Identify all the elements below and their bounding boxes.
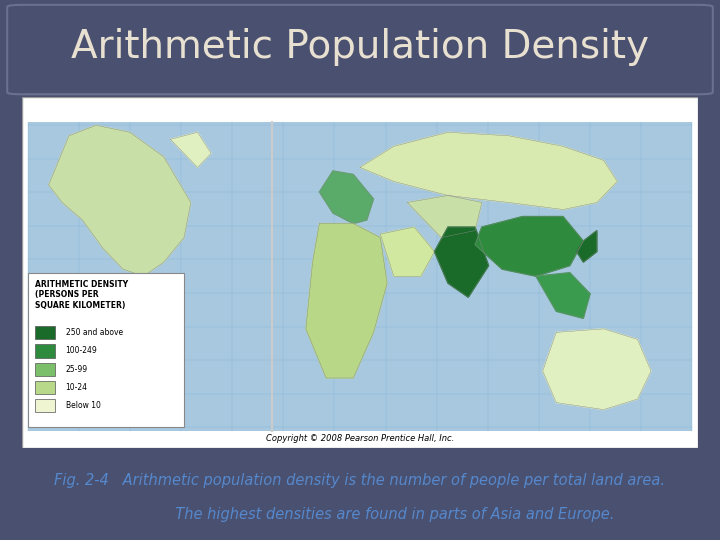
Polygon shape — [380, 227, 434, 276]
Polygon shape — [49, 125, 191, 276]
Polygon shape — [306, 224, 387, 378]
Text: Arithmetic Population Density: Arithmetic Population Density — [71, 28, 649, 66]
Polygon shape — [171, 132, 211, 167]
Polygon shape — [408, 195, 482, 238]
Polygon shape — [475, 217, 583, 276]
Text: 100-249: 100-249 — [66, 347, 97, 355]
Text: 10-24: 10-24 — [66, 383, 88, 392]
Polygon shape — [577, 231, 597, 262]
Bar — [35, 362, 55, 376]
Bar — [28, 122, 692, 431]
Text: 250 and above: 250 and above — [66, 328, 122, 337]
Bar — [35, 326, 55, 339]
Text: Fig. 2-4   Arithmetic population density is the number of people per total land : Fig. 2-4 Arithmetic population density i… — [55, 473, 665, 488]
Polygon shape — [360, 132, 617, 210]
Bar — [35, 345, 55, 357]
Text: ARITHMETIC DENSITY
(PERSONS PER
SQUARE KILOMETER): ARITHMETIC DENSITY (PERSONS PER SQUARE K… — [35, 280, 128, 309]
Bar — [28, 273, 184, 427]
Text: Below 10: Below 10 — [66, 401, 101, 410]
Text: The highest densities are found in parts of Asia and Europe.: The highest densities are found in parts… — [106, 507, 614, 522]
Bar — [35, 399, 55, 413]
Polygon shape — [434, 227, 489, 297]
Polygon shape — [543, 329, 651, 409]
Bar — [35, 381, 55, 394]
Text: 25-99: 25-99 — [66, 364, 88, 374]
FancyBboxPatch shape — [7, 5, 713, 94]
Polygon shape — [109, 276, 177, 420]
Polygon shape — [536, 273, 590, 318]
Text: Copyright © 2008 Pearson Prentice Hall, Inc.: Copyright © 2008 Pearson Prentice Hall, … — [266, 434, 454, 443]
Polygon shape — [320, 171, 374, 224]
Polygon shape — [143, 276, 171, 301]
